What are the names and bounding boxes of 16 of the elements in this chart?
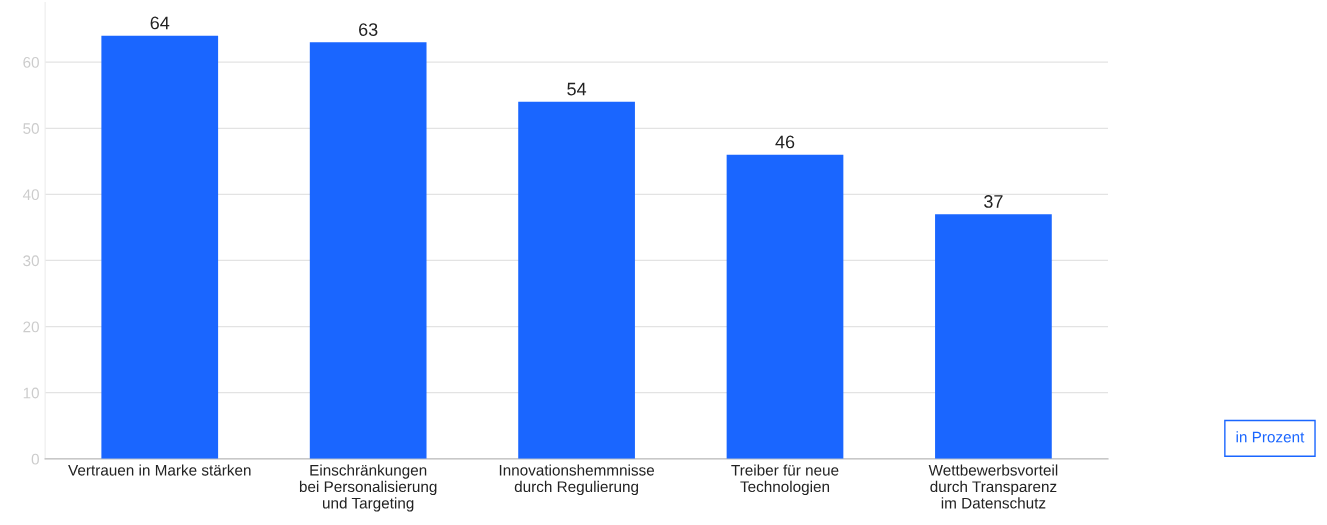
x-tick-label: Vertrauen in Marke stärken (68, 464, 251, 476)
bar (726, 154, 844, 459)
data-label: 63 (359, 23, 378, 36)
data-label: 37 (984, 195, 1003, 208)
bar (101, 35, 219, 459)
x-tick-label: Einschränkungen bei Personalisierung und Targeting (299, 464, 437, 512)
data-label: 54 (567, 82, 587, 96)
bar (518, 101, 635, 459)
text: in Prozent (1236, 431, 1305, 443)
bar (309, 42, 427, 459)
data-label: 64 (150, 16, 170, 30)
x-tick-label: Treiber für neue Technologien (731, 464, 839, 496)
x-tick-label: Innovationshemmnisse durch Regulierung (499, 464, 655, 496)
data-label: 46 (775, 135, 795, 149)
x-tick-label: Wettbewerbsvorteil durch Transparenz im Datenschutz (928, 464, 1058, 509)
bar (935, 214, 1052, 459)
